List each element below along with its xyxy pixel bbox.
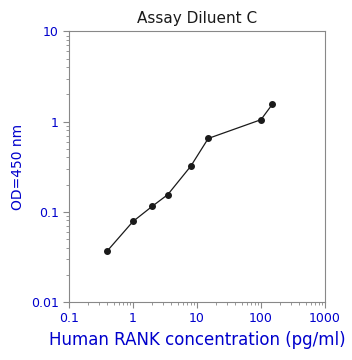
Y-axis label: OD=450 nm: OD=450 nm — [11, 123, 25, 210]
X-axis label: Human RANK concentration (pg/ml): Human RANK concentration (pg/ml) — [49, 331, 345, 349]
Title: Assay Diluent C: Assay Diluent C — [137, 11, 257, 26]
